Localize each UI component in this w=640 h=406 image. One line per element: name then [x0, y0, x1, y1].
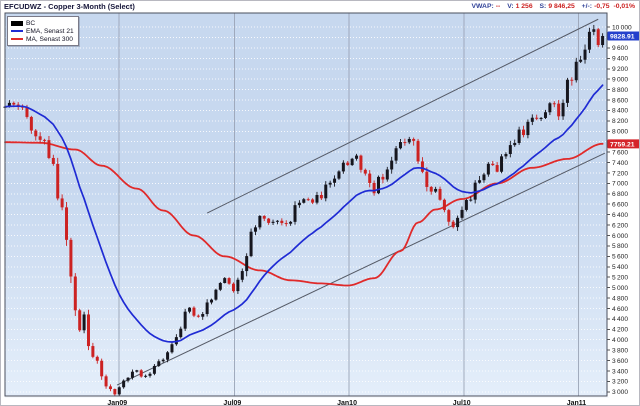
volume-value: 1 256: [515, 2, 533, 10]
svg-text:3 800: 3 800: [612, 347, 628, 354]
svg-text:5 200: 5 200: [612, 274, 628, 281]
svg-text:9 600: 9 600: [612, 45, 628, 52]
vwap-readout: VWAP: -- V: 1 256 S: 9 846,25 +/-: -0,75 -0,…: [466, 3, 635, 10]
svg-text:8 000: 8 000: [612, 129, 628, 136]
legend-label: MA, Senast 300: [26, 35, 73, 43]
svg-text:5 800: 5 800: [612, 243, 628, 250]
svg-text:10 000: 10 000: [612, 24, 632, 31]
legend-item-ma300[interactable]: MA, Senast 300: [11, 35, 74, 43]
svg-text:Jan11: Jan11: [567, 400, 587, 406]
legend-label: EMA, Senast 21: [26, 27, 74, 35]
svg-text:9 400: 9 400: [612, 56, 628, 63]
legend-label: BC: [26, 19, 36, 27]
svg-text:Jan09: Jan09: [107, 400, 127, 406]
last-value: 9 846,25: [548, 2, 575, 10]
vwap-label: VWAP:: [471, 2, 494, 10]
svg-text:Jul09: Jul09: [223, 400, 241, 406]
svg-text:6 000: 6 000: [612, 233, 628, 240]
change-value: -0,75: [594, 2, 610, 10]
svg-text:Jan10: Jan10: [337, 400, 357, 406]
svg-text:6 200: 6 200: [612, 222, 628, 229]
svg-text:8 600: 8 600: [612, 97, 628, 104]
svg-text:3 400: 3 400: [612, 368, 628, 375]
svg-text:9 200: 9 200: [612, 66, 628, 73]
change-label: +/-:: [581, 2, 593, 10]
svg-text:8 400: 8 400: [612, 108, 628, 115]
last-price-tag: [607, 31, 639, 41]
volume-label: V:: [507, 2, 514, 10]
svg-text:3 000: 3 000: [612, 389, 628, 396]
svg-text:5 600: 5 600: [612, 254, 628, 261]
candle-swatch-icon: [11, 20, 23, 26]
svg-text:7 400: 7 400: [612, 160, 628, 167]
svg-text:5 400: 5 400: [612, 264, 628, 271]
chart-header: EFCUDWZ - Copper 3-Month (Select) VWAP: -…: [1, 1, 639, 13]
svg-text:8 800: 8 800: [612, 87, 628, 94]
svg-text:7759.21: 7759.21: [610, 141, 635, 148]
svg-text:7 600: 7 600: [612, 149, 628, 156]
vwap-value: --: [495, 2, 501, 10]
svg-text:9 000: 9 000: [612, 76, 628, 83]
ma-line-icon: [11, 38, 23, 40]
svg-text:3 600: 3 600: [612, 358, 628, 365]
change-percent: -0,01%: [613, 2, 635, 10]
svg-text:4 800: 4 800: [612, 295, 628, 302]
svg-text:6 800: 6 800: [612, 191, 628, 198]
svg-text:5 000: 5 000: [612, 285, 628, 292]
svg-text:Jul10: Jul10: [453, 400, 471, 406]
svg-text:6 400: 6 400: [612, 212, 628, 219]
chart-title: EFCUDWZ - Copper 3-Month (Select): [4, 2, 135, 11]
svg-text:7 000: 7 000: [612, 181, 628, 188]
svg-text:7 200: 7 200: [612, 170, 628, 177]
ma-price-tag: [607, 139, 639, 149]
svg-text:4 200: 4 200: [612, 327, 628, 334]
chart-legend: BC EMA, Senast 21 MA, Senast 300: [7, 16, 79, 46]
last-label: S:: [539, 2, 547, 10]
legend-item-ema21[interactable]: EMA, Senast 21: [11, 27, 74, 35]
svg-text:4 400: 4 400: [612, 316, 628, 323]
svg-text:8 200: 8 200: [612, 118, 628, 125]
legend-item-bc[interactable]: BC: [11, 19, 74, 27]
svg-text:4 000: 4 000: [612, 337, 628, 344]
svg-text:4 600: 4 600: [612, 306, 628, 313]
ema-line-icon: [11, 30, 23, 32]
svg-text:6 600: 6 600: [612, 202, 628, 209]
svg-text:3 200: 3 200: [612, 379, 628, 386]
svg-text:9828.91: 9828.91: [610, 33, 635, 40]
